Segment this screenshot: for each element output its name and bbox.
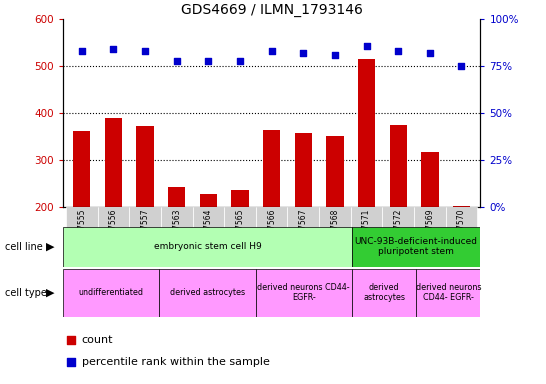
- Bar: [295, 133, 312, 301]
- Text: GSM997564: GSM997564: [204, 209, 213, 255]
- Text: undifferentiated: undifferentiated: [79, 288, 144, 297]
- Bar: [287, 207, 319, 240]
- Point: [299, 50, 307, 56]
- Text: GSM997569: GSM997569: [425, 209, 435, 255]
- Bar: [414, 207, 446, 240]
- Bar: [256, 207, 287, 240]
- Bar: [63, 227, 352, 267]
- Text: GSM997567: GSM997567: [299, 209, 308, 255]
- Text: GSM997570: GSM997570: [457, 209, 466, 255]
- Point: [425, 50, 434, 56]
- Bar: [352, 227, 480, 267]
- Point: [204, 58, 213, 64]
- Text: derived
astrocytes: derived astrocytes: [363, 283, 405, 303]
- Bar: [200, 194, 217, 301]
- Bar: [358, 59, 375, 301]
- Text: embryonic stem cell H9: embryonic stem cell H9: [153, 242, 261, 251]
- Bar: [319, 207, 351, 240]
- Text: cell type: cell type: [5, 288, 48, 298]
- Text: GSM997566: GSM997566: [267, 209, 276, 255]
- Bar: [66, 207, 98, 240]
- Bar: [98, 207, 129, 240]
- Text: ▶: ▶: [46, 288, 55, 298]
- Text: ▶: ▶: [46, 242, 55, 252]
- Text: GSM997563: GSM997563: [172, 209, 181, 255]
- Point: [67, 359, 75, 366]
- Text: count: count: [81, 335, 113, 345]
- Bar: [129, 207, 161, 240]
- Text: derived neurons CD44-
EGFR-: derived neurons CD44- EGFR-: [258, 283, 350, 303]
- Bar: [105, 118, 122, 301]
- Bar: [352, 269, 416, 317]
- Point: [173, 58, 181, 64]
- Bar: [326, 136, 343, 301]
- Text: percentile rank within the sample: percentile rank within the sample: [81, 358, 270, 367]
- Point: [141, 48, 150, 54]
- Bar: [263, 130, 280, 301]
- Point: [394, 48, 402, 54]
- Text: GSM997565: GSM997565: [235, 209, 245, 255]
- Point: [67, 337, 75, 343]
- Bar: [351, 207, 382, 240]
- Text: GSM997555: GSM997555: [78, 209, 86, 255]
- Text: GSM997568: GSM997568: [330, 209, 340, 255]
- Text: cell line: cell line: [5, 242, 43, 252]
- Point: [78, 48, 86, 54]
- Bar: [421, 152, 438, 301]
- Bar: [73, 131, 91, 301]
- Bar: [382, 207, 414, 240]
- Bar: [446, 207, 477, 240]
- Bar: [224, 207, 256, 240]
- Bar: [256, 269, 352, 317]
- Point: [236, 58, 245, 64]
- Text: GSM997571: GSM997571: [362, 209, 371, 255]
- Bar: [168, 187, 186, 301]
- Text: GSM997557: GSM997557: [140, 209, 150, 255]
- Bar: [63, 269, 159, 317]
- Text: derived astrocytes: derived astrocytes: [170, 288, 245, 297]
- Text: GSM997556: GSM997556: [109, 209, 118, 255]
- Title: GDS4669 / ILMN_1793146: GDS4669 / ILMN_1793146: [181, 3, 363, 17]
- Bar: [453, 207, 470, 301]
- Bar: [193, 207, 224, 240]
- Point: [330, 52, 339, 58]
- Point: [362, 43, 371, 49]
- Point: [268, 48, 276, 54]
- Text: UNC-93B-deficient-induced
pluripotent stem: UNC-93B-deficient-induced pluripotent st…: [355, 237, 478, 257]
- Bar: [232, 190, 248, 301]
- Text: derived neurons
CD44- EGFR-: derived neurons CD44- EGFR-: [416, 283, 481, 303]
- Bar: [159, 269, 256, 317]
- Bar: [161, 207, 193, 240]
- Text: GSM997572: GSM997572: [394, 209, 403, 255]
- Bar: [136, 126, 154, 301]
- Point: [457, 63, 466, 70]
- Bar: [416, 269, 480, 317]
- Bar: [389, 125, 407, 301]
- Point: [109, 46, 118, 52]
